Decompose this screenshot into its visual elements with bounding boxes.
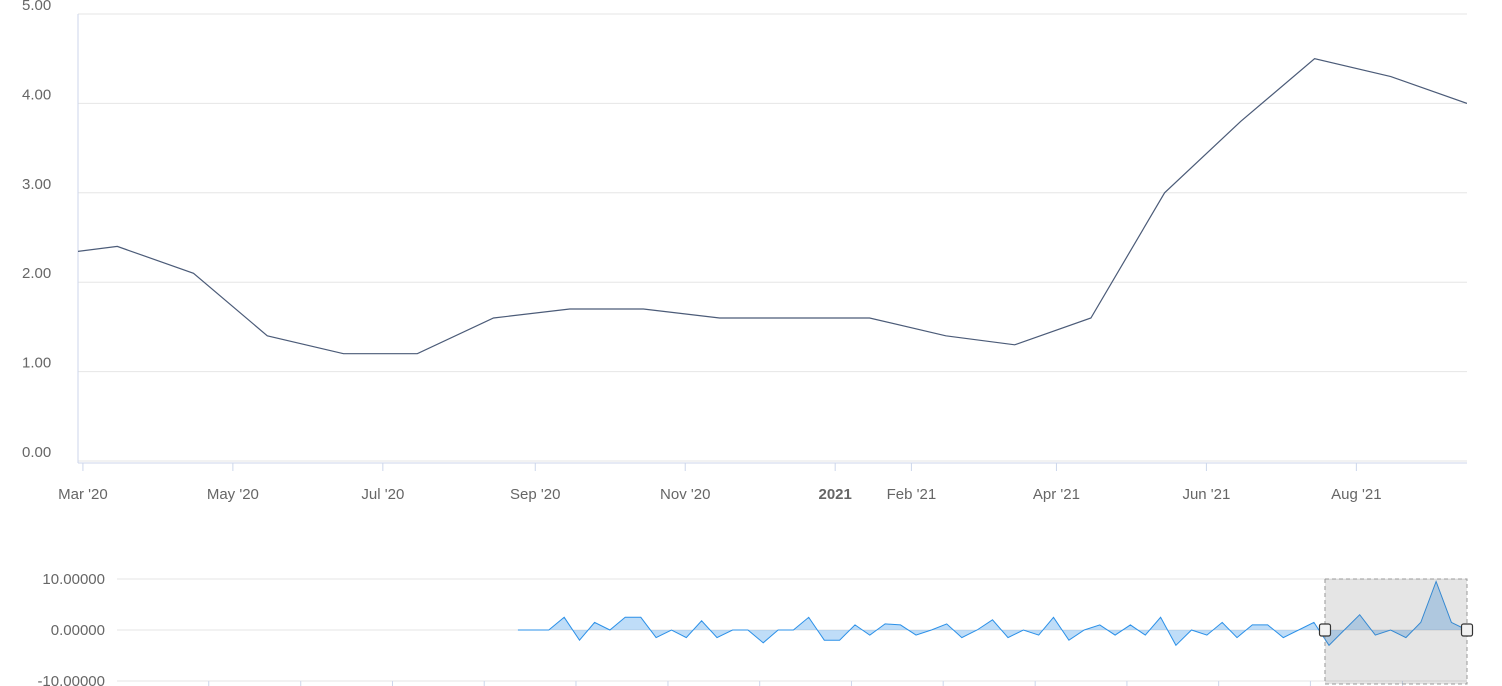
line	[78, 58, 1467, 355]
navigator-handle[interactable]	[1460, 623, 1474, 637]
x-tick-label: 2021	[819, 486, 852, 503]
y-tick-label: 5.00	[22, 0, 51, 14]
x-tick-label: Sep '20	[510, 486, 560, 503]
y-tick-label: 1.00	[22, 355, 51, 372]
y-tick-label: 2.00	[22, 265, 51, 282]
navigator-handle[interactable]	[1318, 623, 1332, 637]
x-tick-label: Feb '21	[887, 486, 937, 503]
x-tick-label: Mar '20	[58, 486, 108, 503]
plot-area	[78, 58, 1467, 355]
y-tick-label: 4.00	[22, 86, 51, 103]
y-tick-label: 10.00000	[42, 571, 105, 588]
x-tick-label: Apr '21	[1033, 486, 1080, 503]
x-tick-label: Jul '20	[361, 486, 404, 503]
navigator-selection	[1324, 578, 1468, 685]
x-tick-label: May '20	[207, 486, 259, 503]
y-tick-label: 0.00000	[51, 622, 105, 639]
x-tick-label: Aug '21	[1331, 486, 1381, 503]
y-tick-label: 0.00	[22, 444, 51, 461]
x-tick-label: Jun '21	[1182, 486, 1230, 503]
x-tick-label: Nov '20	[660, 486, 710, 503]
y-tick-label: -10.00000	[37, 673, 105, 686]
line	[517, 580, 1468, 647]
y-tick-label: 3.00	[22, 176, 51, 193]
